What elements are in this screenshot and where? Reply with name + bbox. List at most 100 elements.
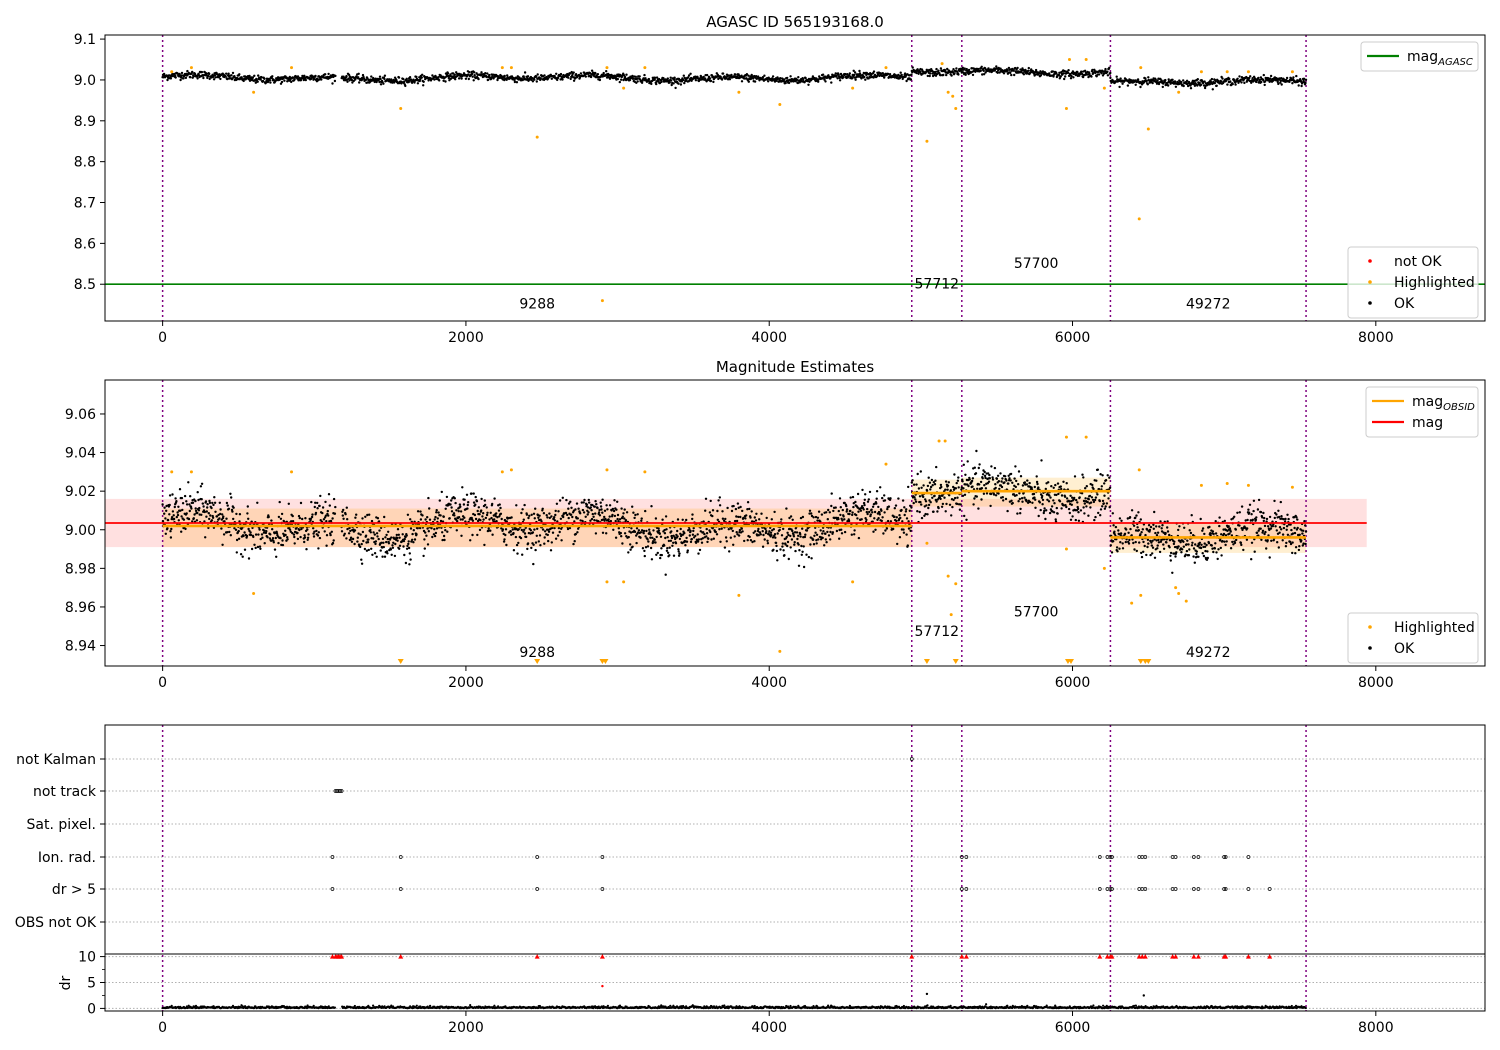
ok-point bbox=[444, 80, 447, 83]
ok-point bbox=[1042, 511, 1046, 515]
highlighted-point bbox=[1146, 127, 1150, 131]
ok-point bbox=[206, 503, 209, 506]
ok-point bbox=[569, 513, 573, 516]
ok-point bbox=[350, 540, 354, 543]
ok-point bbox=[1164, 531, 1167, 535]
ok-point bbox=[916, 510, 919, 513]
ok-point bbox=[325, 534, 329, 537]
ok-point bbox=[1134, 83, 1137, 87]
ok-point bbox=[271, 75, 274, 78]
ok-point bbox=[453, 514, 456, 517]
ok-point bbox=[462, 503, 466, 506]
ok-point bbox=[956, 496, 959, 499]
ok-point bbox=[1014, 485, 1017, 489]
ok-point bbox=[467, 501, 470, 504]
ok-point bbox=[240, 76, 243, 79]
ok-point bbox=[1145, 553, 1148, 557]
ok-point bbox=[1041, 494, 1044, 498]
ok-point bbox=[796, 81, 800, 85]
ok-point bbox=[461, 486, 464, 489]
ok-point bbox=[705, 73, 709, 77]
ok-point bbox=[461, 518, 464, 521]
ok-point bbox=[523, 528, 526, 531]
highlighted-point bbox=[737, 90, 741, 94]
ok-point bbox=[1214, 80, 1217, 83]
ok-point bbox=[230, 496, 233, 499]
ok-point bbox=[696, 77, 700, 80]
ok-point bbox=[753, 80, 757, 83]
ok-point bbox=[996, 474, 1000, 477]
ok-point bbox=[797, 534, 800, 537]
ok-point bbox=[187, 481, 190, 484]
obsid-label: 57700 bbox=[1014, 256, 1059, 272]
ok-point bbox=[797, 543, 800, 546]
ok-point bbox=[611, 513, 614, 517]
ok-point bbox=[902, 528, 905, 531]
ok-point bbox=[258, 545, 262, 548]
ok-point bbox=[180, 530, 183, 533]
ok-point bbox=[1127, 531, 1130, 534]
ok-point bbox=[1136, 526, 1139, 529]
ok-point bbox=[298, 76, 301, 80]
ok-point bbox=[805, 529, 809, 532]
ok-point bbox=[620, 78, 623, 81]
ok-point bbox=[184, 527, 187, 531]
ok-point bbox=[845, 504, 848, 508]
ok-point bbox=[509, 530, 512, 533]
highlighted-point bbox=[778, 102, 782, 106]
ok-point bbox=[517, 541, 520, 545]
ok-point bbox=[1004, 475, 1007, 478]
ok-point bbox=[342, 75, 345, 78]
ok-point bbox=[883, 494, 886, 497]
ok-point bbox=[638, 75, 641, 78]
ok-point bbox=[345, 537, 348, 540]
ok-point bbox=[823, 544, 826, 547]
ok-point bbox=[937, 69, 940, 72]
ok-point bbox=[409, 518, 412, 521]
ok-point bbox=[1087, 514, 1090, 517]
ok-point bbox=[643, 549, 646, 553]
ok-point bbox=[652, 529, 655, 532]
ok-point bbox=[483, 543, 486, 547]
ok-point bbox=[1018, 492, 1021, 495]
ok-point bbox=[957, 486, 960, 489]
ok-point bbox=[1115, 546, 1119, 549]
ok-point bbox=[485, 506, 488, 509]
ok-point bbox=[463, 498, 466, 501]
ok-point bbox=[809, 543, 812, 546]
ok-point bbox=[770, 518, 773, 521]
ok-point bbox=[1020, 497, 1024, 500]
ok-point bbox=[692, 526, 695, 530]
ok-point bbox=[396, 536, 399, 540]
ok-point bbox=[771, 75, 775, 78]
ok-point bbox=[1142, 540, 1145, 544]
ok-point bbox=[639, 531, 643, 534]
ok-point bbox=[331, 82, 334, 85]
ok-point bbox=[523, 532, 527, 535]
ok-point bbox=[453, 497, 456, 500]
ok-point bbox=[984, 487, 988, 490]
ok-point bbox=[784, 81, 787, 85]
ok-point bbox=[569, 500, 572, 503]
ok-point bbox=[396, 528, 400, 531]
ok-point bbox=[929, 488, 932, 491]
ok-point bbox=[570, 70, 573, 74]
ok-point bbox=[1058, 77, 1062, 80]
ok-point bbox=[1134, 540, 1137, 544]
ok-point bbox=[973, 466, 976, 469]
ok-point bbox=[579, 72, 583, 75]
ok-point bbox=[1056, 482, 1060, 485]
ok-point bbox=[1180, 80, 1183, 84]
ok-point bbox=[785, 507, 788, 510]
ok-point bbox=[770, 534, 773, 537]
ok-point bbox=[227, 72, 230, 75]
ok-point bbox=[532, 562, 535, 566]
ok-point bbox=[1140, 531, 1143, 534]
ok-point bbox=[1146, 83, 1150, 86]
ok-point bbox=[191, 501, 195, 504]
ok-point bbox=[852, 73, 856, 77]
ok-point bbox=[780, 534, 784, 537]
ok-point bbox=[1023, 481, 1027, 484]
ok-point bbox=[630, 527, 633, 530]
ok-point bbox=[472, 501, 476, 504]
